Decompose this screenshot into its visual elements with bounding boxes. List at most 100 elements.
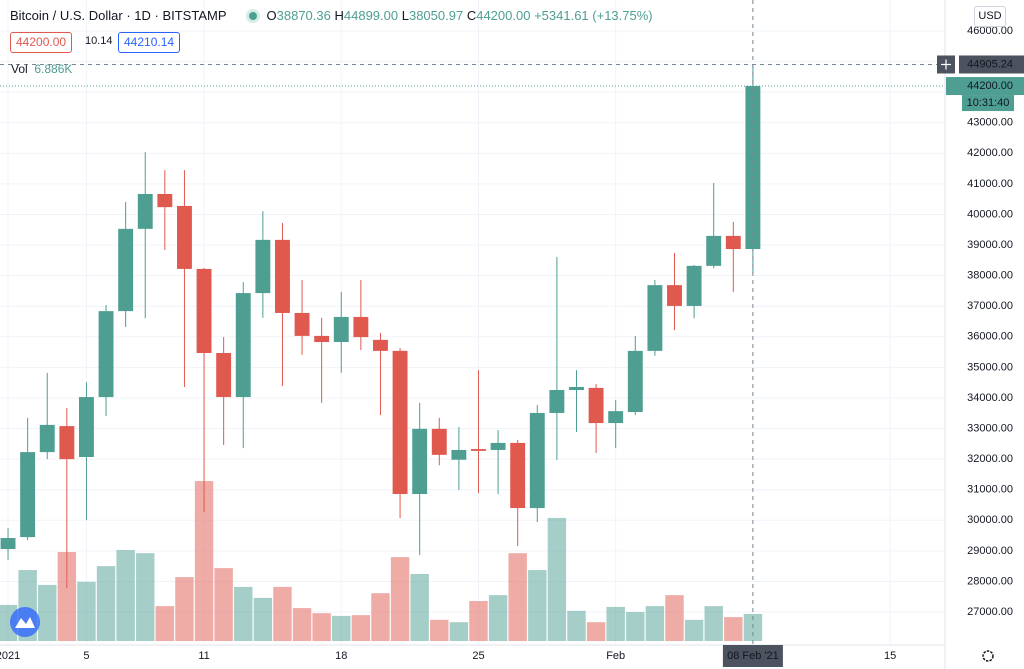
volume-bar xyxy=(332,615,351,641)
volume-bar xyxy=(586,622,606,641)
y-tick-label: 35000.00 xyxy=(967,361,1013,373)
currency-button[interactable]: USD xyxy=(974,6,1006,27)
legend-value: 38870.36 xyxy=(276,8,331,23)
x-tick-label: 11 xyxy=(198,650,209,662)
volume-bar xyxy=(547,517,567,641)
legend-label: H xyxy=(334,8,344,23)
candle-body xyxy=(78,397,94,457)
candle-body xyxy=(373,339,388,351)
candle-body xyxy=(294,312,310,336)
y-tick-label: 33000.00 xyxy=(967,422,1013,434)
y-tick-label: 28000.00 xyxy=(967,575,1013,587)
legend-label: C xyxy=(466,8,477,23)
volume-bar xyxy=(508,553,527,641)
candle-body xyxy=(98,311,114,398)
exchange: BITSTAMP xyxy=(162,8,227,23)
legend-label: L xyxy=(401,8,409,23)
candle-body xyxy=(588,387,604,424)
candle-body xyxy=(686,265,702,306)
logo-mark xyxy=(15,617,35,628)
volume-bar xyxy=(606,606,625,641)
candle-body xyxy=(667,285,682,306)
candle-body xyxy=(20,452,36,538)
x-tick-label: 2021 xyxy=(0,650,20,662)
volume-bar xyxy=(136,553,155,641)
buy-button[interactable]: 44210.14 xyxy=(118,32,181,53)
y-tick-label: 42000.00 xyxy=(967,147,1013,159)
volume-legend: Vol 6.886K xyxy=(11,62,72,76)
countdown-label: 10:31:40 xyxy=(967,97,1010,109)
y-tick-label: 31000.00 xyxy=(967,484,1013,496)
volume-bar xyxy=(645,606,665,641)
crosshair-price-label: 44905.24 xyxy=(967,58,1013,70)
y-tick-label: 46000.00 xyxy=(967,25,1013,37)
volume-name: Vol xyxy=(11,62,28,76)
candle-body xyxy=(471,449,486,451)
y-tick-label: 39000.00 xyxy=(967,239,1013,251)
volume-bar xyxy=(116,550,135,641)
candle-body xyxy=(177,205,192,269)
y-tick-label: 27000.00 xyxy=(967,606,1013,618)
candle-body xyxy=(647,285,663,351)
volume-bar xyxy=(77,581,96,641)
volume-bar xyxy=(214,568,233,641)
volume-bar xyxy=(449,622,469,641)
y-tick-label: 36000.00 xyxy=(967,331,1013,343)
candle-body xyxy=(118,228,134,312)
y-tick-label: 30000.00 xyxy=(967,514,1013,526)
volume-bar xyxy=(253,597,273,641)
candle-body xyxy=(451,449,467,460)
candle-body xyxy=(706,235,722,266)
crosshair-price-tag xyxy=(959,55,1024,74)
volume-bar xyxy=(96,566,116,641)
volume-bar xyxy=(626,611,645,641)
volume-value: 6.886K xyxy=(34,62,73,76)
x-tick-label: Feb xyxy=(606,650,625,662)
legend-value: 38050.97 xyxy=(408,8,464,23)
candle-body xyxy=(549,390,565,413)
y-tick-label: 34000.00 xyxy=(967,392,1013,404)
status-dot xyxy=(248,11,257,20)
volume-bar xyxy=(665,595,684,641)
candle-body xyxy=(569,386,584,391)
volume-bar xyxy=(292,608,312,641)
volume-bar xyxy=(469,601,488,641)
last-price-tag xyxy=(946,77,1024,96)
add-alert-button[interactable] xyxy=(937,55,955,74)
legend-value: 44899.00 xyxy=(343,8,399,23)
logo xyxy=(10,607,40,637)
volume-bar xyxy=(57,552,77,641)
candle-body xyxy=(59,426,75,460)
volume-bar xyxy=(704,606,723,641)
candle-body xyxy=(510,442,526,509)
candle-body xyxy=(392,350,408,494)
candle-body xyxy=(529,412,545,509)
x-tick-label: 25 xyxy=(472,650,484,662)
candle-body xyxy=(157,194,173,208)
y-tick-label: 38000.00 xyxy=(967,270,1013,282)
y-tick-label: 37000.00 xyxy=(967,300,1013,312)
x-tick-label: 5 xyxy=(83,650,89,662)
spread: 10.14 xyxy=(85,35,113,47)
interval[interactable]: 1D xyxy=(134,8,151,23)
candle-body xyxy=(137,194,153,229)
y-tick-label: 43000.00 xyxy=(967,117,1013,129)
volume-bar xyxy=(528,570,547,641)
sell-button[interactable]: 44200.00 xyxy=(10,32,73,53)
candle-body xyxy=(0,538,16,550)
y-tick-label: 29000.00 xyxy=(967,545,1013,557)
volume-bar xyxy=(234,586,253,641)
volume-bar xyxy=(724,617,743,641)
y-tick-label: 40000.00 xyxy=(967,208,1013,220)
candle-body xyxy=(39,424,55,453)
symbol[interactable]: Bitcoin / U.S. Dollar xyxy=(10,8,123,23)
volume-bar xyxy=(390,557,410,641)
settings-button[interactable] xyxy=(982,650,994,662)
candle-body xyxy=(745,86,761,250)
volume-bar xyxy=(567,610,586,641)
candle-body xyxy=(608,411,624,424)
candle-body xyxy=(216,353,232,398)
volume-bar xyxy=(410,573,429,641)
volume-bar xyxy=(351,615,371,641)
